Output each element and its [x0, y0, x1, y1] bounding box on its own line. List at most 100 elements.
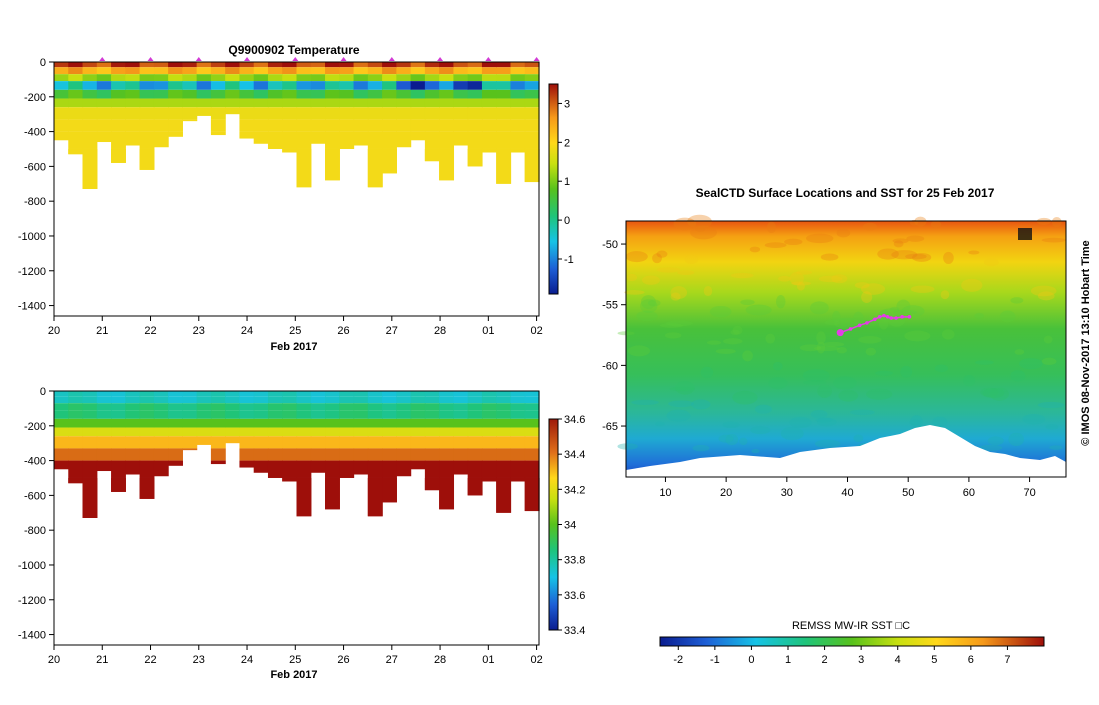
profile-cell — [225, 427, 241, 437]
profile-cell — [282, 81, 298, 90]
profile-cell — [253, 396, 269, 404]
profile-cell — [253, 119, 269, 132]
profile-cell — [296, 427, 312, 437]
profile-cell — [139, 391, 155, 397]
colorbar-tick-label: 33.8 — [564, 555, 585, 567]
profile-cell — [310, 391, 326, 397]
profile-cell — [253, 418, 269, 428]
profile-cell — [296, 131, 312, 149]
sst-colorbar-tick-label: 6 — [968, 654, 974, 666]
profile-cell — [267, 396, 283, 404]
sst-texture-blob — [833, 376, 857, 390]
profile-cell — [424, 396, 440, 404]
profile-cell — [410, 427, 426, 437]
sst-texture-blob — [901, 305, 925, 318]
profile-column — [239, 62, 255, 139]
sst-texture-blob — [796, 270, 813, 275]
profile-cell — [439, 119, 455, 132]
profile-cell — [496, 410, 512, 419]
profile-cell — [339, 410, 355, 419]
profile-cell — [396, 460, 412, 477]
sst-texture-blob — [891, 250, 918, 260]
profile-cell — [225, 74, 241, 82]
profile-cell — [424, 448, 440, 461]
profile-cell — [139, 418, 155, 428]
sst-texture-blob — [691, 399, 711, 410]
profile-cell — [481, 67, 497, 75]
profile-cell — [82, 81, 98, 90]
y-tick-label: 0 — [40, 57, 46, 69]
sst-texture-blob — [905, 253, 927, 260]
profile-cell — [524, 67, 540, 75]
profile-cell — [382, 131, 397, 149]
sst-texture-blob — [831, 274, 848, 284]
profile-column — [410, 391, 426, 470]
profile-cell — [496, 477, 512, 513]
sst-texture-blob — [690, 225, 717, 240]
profile-cell — [481, 448, 497, 461]
map-y-tick-label: -65 — [602, 421, 618, 433]
profile-cell — [111, 477, 126, 492]
profile-cell — [253, 403, 269, 411]
profile-column — [168, 391, 183, 466]
profile-cell — [296, 74, 312, 82]
profile-column — [196, 62, 212, 116]
profile-cell — [296, 89, 312, 99]
profile-cell — [481, 62, 497, 68]
x-tick-label: 23 — [193, 325, 205, 337]
profile-cell — [481, 131, 497, 149]
profile-cell — [153, 448, 169, 461]
profile-cell — [367, 427, 383, 437]
sst-texture-blob — [989, 387, 1009, 401]
profile-cell — [410, 74, 426, 82]
profile-cell — [382, 107, 397, 120]
profile-cell — [325, 460, 340, 478]
profile-cell — [353, 81, 369, 90]
profile-cell — [325, 396, 340, 404]
profile-column — [424, 62, 440, 162]
profile-cell — [196, 89, 212, 99]
profile-cell — [524, 119, 540, 132]
map-x-axis: 10 20 30 40 50 60 70 — [659, 477, 1036, 499]
profile-cell — [481, 74, 497, 82]
profile-cell — [353, 89, 369, 99]
profile-column — [139, 62, 155, 170]
profile-cell — [410, 62, 426, 68]
profile-cell — [353, 62, 369, 68]
profile-cell — [367, 67, 383, 75]
track-point — [882, 313, 886, 318]
profile-cell — [424, 107, 440, 120]
profile-cell — [68, 403, 84, 411]
profile-cell — [54, 460, 69, 470]
sst-texture-blob — [1030, 285, 1057, 297]
profile-column — [111, 62, 126, 163]
profile-column — [267, 391, 283, 478]
profile-cell — [54, 107, 69, 120]
profile-cell — [382, 403, 397, 411]
profile-cell — [168, 460, 183, 466]
profile-cell — [196, 107, 212, 116]
sst-texture-blob — [725, 433, 739, 446]
profile-cell — [267, 410, 283, 419]
profile-cell — [225, 98, 241, 108]
profile-cell — [382, 148, 397, 174]
profile-cell — [339, 391, 355, 397]
profile-cell — [267, 98, 283, 108]
y-tick-label: -1400 — [18, 301, 46, 313]
profile-cell — [496, 107, 512, 120]
sst-texture-blob — [740, 299, 755, 306]
profile-cell — [410, 107, 426, 120]
profile-cell — [396, 427, 412, 437]
colorbar-tick-label: 34.4 — [564, 449, 585, 461]
profile-cell — [168, 396, 183, 404]
sst-texture-blob — [673, 217, 697, 231]
sst-colorbar-tick-label: 4 — [895, 654, 901, 666]
profile-cell — [410, 81, 426, 90]
profile-cell — [68, 410, 84, 419]
profile-cell — [54, 410, 69, 419]
profile-cell — [296, 67, 312, 75]
profile-cell — [68, 448, 84, 461]
profile-cell — [424, 460, 440, 478]
profile-column — [396, 62, 412, 148]
profile-cell — [424, 62, 440, 68]
